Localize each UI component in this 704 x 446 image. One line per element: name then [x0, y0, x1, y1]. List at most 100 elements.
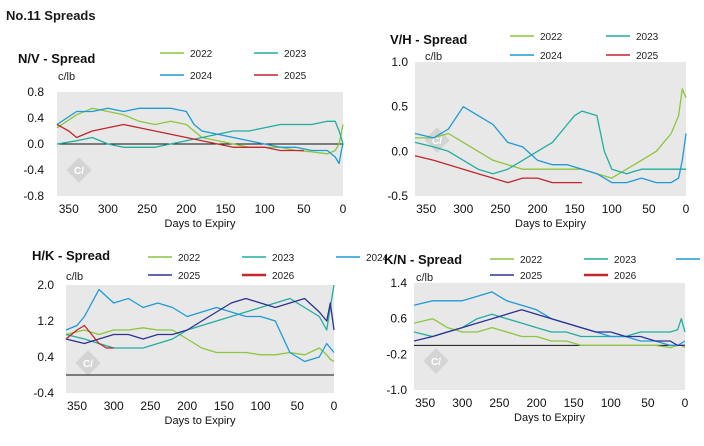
vh-ytick-label: 1.0	[391, 55, 408, 69]
hk-xtick-label: 350	[67, 399, 87, 413]
hk-xtick-label: 150	[214, 399, 234, 413]
kn-plot-area	[414, 283, 685, 390]
hk-series-2023	[65, 284, 335, 349]
hk-unit: c/lb	[66, 271, 83, 283]
hk-ytick-label: 2.0	[37, 278, 54, 292]
nv-xtick-label: 100	[255, 202, 275, 216]
kn-ytick-label: 1.4	[390, 276, 407, 290]
kn-unit: c/lb	[416, 272, 433, 284]
kn-xtick-label: 100	[601, 396, 621, 410]
vh-series-2025	[414, 155, 583, 184]
hk-title: H/K - Spread	[32, 248, 110, 263]
vh-series-2024	[414, 106, 687, 184]
kn-xtick-label: 200	[526, 396, 546, 410]
nv-ytick-label: -0.8	[23, 189, 44, 203]
hk-ytick-label: 1.2	[37, 314, 54, 328]
vh-title: V/H - Spread	[390, 32, 467, 47]
hk-xtick-label: 200	[177, 399, 197, 413]
kn-xtick-label: 50	[641, 396, 655, 410]
vh-plot-area	[415, 62, 686, 196]
kn-ytick-label: 0.6	[390, 312, 407, 326]
vh-watermark-text: C/	[432, 136, 442, 147]
kn-series-2022	[413, 318, 686, 349]
vh-legend-label-2022: 2022	[540, 32, 563, 43]
nv-unit: c/lb	[58, 71, 75, 83]
kn-legend-label-2025: 2025	[520, 271, 543, 282]
vh-ytick-label: 0.5	[391, 100, 408, 114]
kn-xtick-label: 350	[415, 396, 435, 410]
vh-xtick-label: 100	[602, 202, 622, 216]
nv-series-2022	[56, 107, 344, 155]
hk-watermark-text: C/	[83, 359, 93, 370]
kn-xtick-label: 0	[682, 396, 689, 410]
vh-xtick-label: 250	[490, 202, 510, 216]
hk-series-2025	[65, 297, 335, 345]
kn-ytick-label: -1.0	[386, 383, 407, 397]
nv-xtick-label: 200	[176, 202, 196, 216]
hk-xtick-label: 100	[251, 399, 271, 413]
vh-xtick-label: 0	[683, 202, 690, 216]
nv-legend-label-2025: 2025	[284, 71, 307, 82]
kn-x-axis-label: Days to Expiry	[514, 412, 585, 424]
vh-x-axis-label: Days to Expiry	[515, 218, 586, 230]
kn-series-2023	[413, 313, 686, 338]
vh-legend-label-2024: 2024	[540, 51, 563, 62]
kn-xtick-label: 300	[452, 396, 472, 410]
vh-xtick-label: 50	[642, 202, 656, 216]
hk-legend-label-2022: 2022	[178, 253, 201, 264]
vh-legend-label-2023: 2023	[636, 32, 659, 43]
nv-legend-label-2024: 2024	[190, 71, 213, 82]
kn-watermark-logo	[423, 348, 449, 374]
nv-xtick-label: 0	[340, 202, 347, 216]
nv-legend-label-2022: 2022	[190, 49, 213, 60]
nv-xtick-label: 150	[215, 202, 235, 216]
kn-ytick-label: -0.2	[386, 347, 407, 361]
vh-ytick-label: -0.5	[387, 189, 408, 203]
vh-series-2023	[414, 110, 686, 175]
kn-legend-label-2022: 2022	[520, 255, 543, 266]
hk-ytick-label: 0.4	[37, 350, 54, 364]
hk-series-2024	[65, 288, 335, 363]
vh-ytick-label: 0.0	[391, 144, 408, 158]
vh-xtick-label: 200	[527, 202, 547, 216]
hk-xtick-label: 300	[104, 399, 124, 413]
kn-xtick-label: 150	[564, 396, 584, 410]
hk-xtick-label: 50	[291, 399, 305, 413]
nv-series-2024	[56, 107, 344, 165]
kn-series-2025	[413, 309, 685, 347]
nv-ytick-label: -0.4	[23, 163, 44, 177]
kn-legend-label-2026: 2026	[614, 271, 637, 282]
vh-series-2022	[415, 88, 687, 179]
hk-legend-label-2026: 2026	[272, 271, 295, 282]
hk-legend-label-2023: 2023	[272, 253, 295, 264]
nv-legend-label-2023: 2023	[284, 49, 307, 60]
nv-title: N/V - Spread	[18, 51, 95, 66]
kn-legend-label-2023: 2023	[614, 255, 637, 266]
nv-ytick-label: 0.0	[27, 137, 44, 151]
nv-series-2025	[56, 123, 304, 152]
nv-ytick-label: 0.4	[27, 111, 44, 125]
page-title: No.11 Spreads	[6, 8, 96, 23]
hk-xtick-label: 0	[331, 399, 338, 413]
kn-watermark-text: C/	[431, 357, 441, 368]
hk-legend-label-2025: 2025	[178, 271, 201, 282]
vh-xtick-label: 350	[416, 202, 436, 216]
kn-title: K/N - Spread	[384, 252, 462, 267]
nv-xtick-label: 50	[297, 202, 311, 216]
vh-unit: c/lb	[425, 51, 442, 63]
vh-xtick-label: 300	[453, 202, 473, 216]
hk-x-axis-label: Days to Expiry	[165, 415, 236, 427]
kn-xtick-label: 250	[489, 396, 509, 410]
nv-watermark-text: C/	[74, 166, 84, 177]
nv-x-axis-label: Days to Expiry	[165, 218, 236, 230]
vh-xtick-label: 150	[565, 202, 585, 216]
nv-xtick-label: 300	[98, 202, 118, 216]
vh-legend-label-2025: 2025	[636, 51, 659, 62]
nv-ytick-label: 0.8	[27, 85, 44, 99]
hk-watermark-logo	[75, 350, 101, 376]
nv-xtick-label: 350	[59, 202, 79, 216]
nv-xtick-label: 250	[137, 202, 157, 216]
hk-series-2026	[65, 324, 114, 349]
hk-series-2022	[65, 327, 335, 363]
